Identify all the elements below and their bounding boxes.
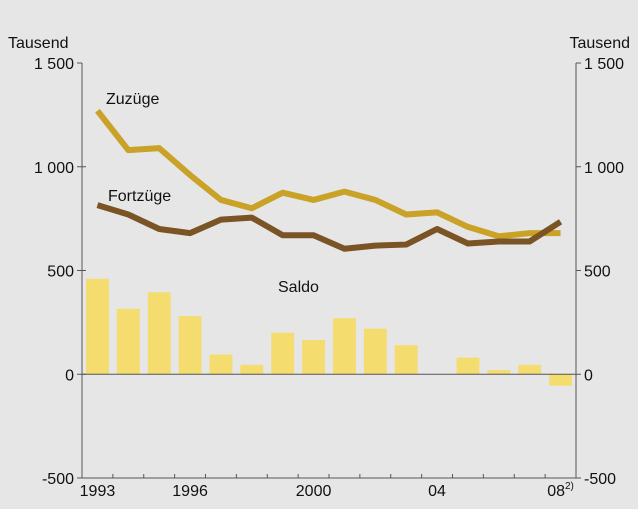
x-tick-label-4: 082) — [547, 481, 574, 500]
x-tick-label-3: 04 — [428, 483, 446, 500]
bar-saldo-1999 — [271, 332, 295, 375]
bar-saldo-1993 — [86, 278, 109, 375]
line-series-0 — [95, 108, 561, 240]
series-label-saldo: Saldo — [278, 279, 319, 296]
bar-saldo-2007 — [518, 364, 542, 375]
y-tick-label-right-4: -500 — [584, 471, 616, 488]
x-tick-label-1: 1996 — [172, 483, 208, 500]
y-tick-label-right-3: 0 — [584, 367, 593, 384]
ticks-layer: 1 500 1 500 1 000 1 000 500 500 0 0 -500 -500 1993… — [34, 56, 624, 500]
x-tick-label-2: 2000 — [296, 483, 332, 500]
bars-layer — [86, 278, 572, 386]
y-tick-label-left-0: 1 500 — [34, 56, 74, 73]
y-tick-label-left-4: -500 — [42, 471, 74, 488]
bar-saldo-1997 — [209, 354, 233, 375]
bar-saldo-1995 — [147, 292, 171, 375]
bar-saldo-2005 — [456, 357, 480, 375]
y-tick-label-left-1: 1 000 — [34, 160, 74, 177]
bar-saldo-1994 — [116, 308, 140, 375]
bar-saldo-2000 — [302, 340, 325, 375]
bar-saldo-2002 — [363, 328, 387, 375]
bar-saldo-1998 — [240, 364, 264, 375]
y-tick-label-right-0: 1 500 — [584, 56, 624, 73]
series-label-zuzuege: Zuzüge — [106, 91, 159, 108]
lines-layer — [95, 108, 563, 252]
bar-saldo-2006 — [487, 370, 511, 375]
x-tick-label-0: 1993 — [80, 483, 116, 500]
y-tick-label-left-2: 500 — [47, 264, 74, 281]
bar-saldo-1996 — [178, 316, 202, 375]
y-axis-unit-left: Tausend — [8, 35, 69, 52]
bar-saldo-2001 — [333, 318, 356, 375]
y-axis-unit-right: Tausend — [570, 35, 631, 52]
y-tick-label-right-1: 1 000 — [584, 160, 624, 177]
bar-saldo-2003 — [394, 345, 418, 375]
y-tick-label-right-2: 500 — [584, 264, 611, 281]
line-series-1 — [96, 202, 563, 252]
series-label-fortzuege: Fortzüge — [108, 188, 171, 205]
y-tick-label-left-3: 0 — [65, 367, 74, 384]
bar-saldo-2008 — [549, 374, 572, 386]
